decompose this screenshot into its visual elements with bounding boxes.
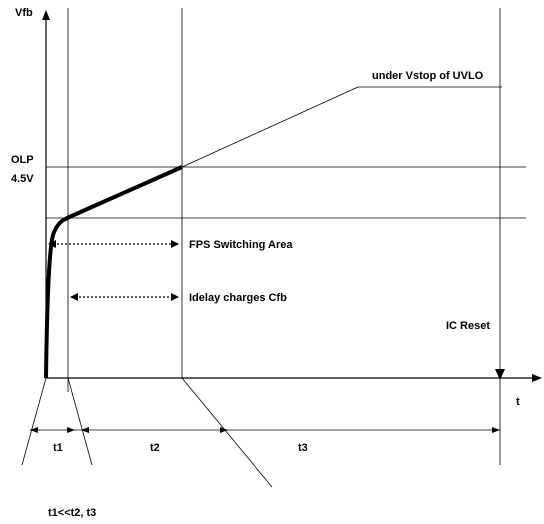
fps-area-label: FPS Switching Area — [189, 239, 293, 251]
vfb-uvlo-slope — [181, 86, 359, 168]
t2-label: t2 — [150, 442, 160, 454]
t1-right-arrow-icon — [67, 427, 75, 433]
olp-label: OLP — [11, 154, 34, 166]
zoom-line-left — [21, 377, 47, 466]
olp-voltage-label: 4.5V — [11, 173, 34, 185]
t1-left-arrow-icon — [30, 427, 38, 433]
zoom-line-right — [67, 377, 93, 466]
t1-label: t1 — [53, 442, 63, 454]
relation-label: t1<<t2, t3 — [48, 507, 96, 519]
vfb-charge-segment — [65, 165, 183, 221]
uvlo-label: under Vstop of UVLO — [372, 70, 484, 82]
t2-projection-line — [181, 377, 273, 488]
idelay-label: Idelay charges Cfb — [189, 292, 287, 304]
ic-reset-label: IC Reset — [446, 320, 490, 332]
x-axis-label: t — [516, 396, 520, 408]
t2-right-arrow-icon — [220, 427, 228, 433]
x-axis-arrow-icon — [532, 374, 542, 382]
y-axis-arrow-icon — [42, 10, 50, 20]
t2-left-arrow-icon — [81, 427, 89, 433]
ic-reset-arrow-icon — [495, 369, 505, 380]
t3-label: t3 — [298, 442, 308, 454]
y-axis-label: Vfb — [15, 7, 33, 19]
vfb-rise-curve — [44, 216, 69, 379]
t3-right-arrow-icon — [492, 427, 500, 433]
